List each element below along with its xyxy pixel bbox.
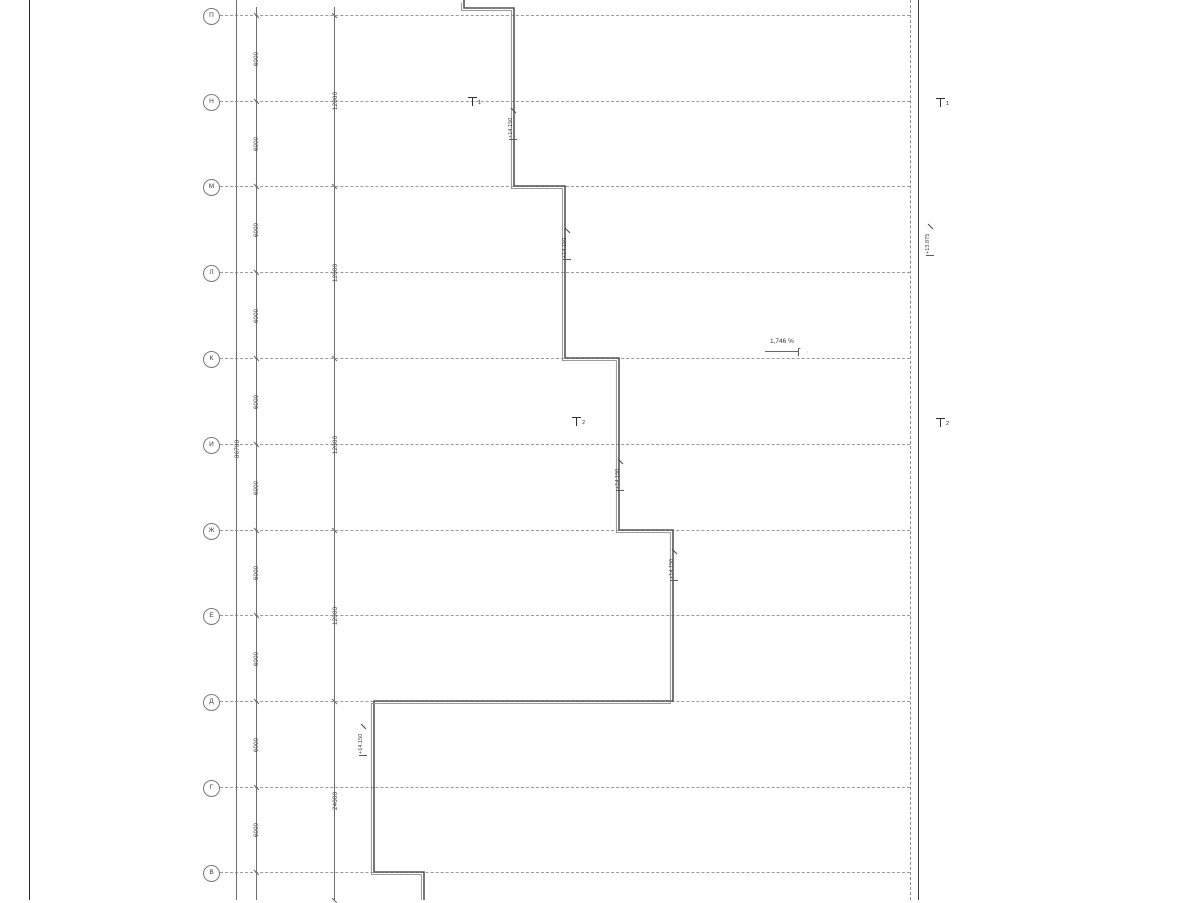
dim-value-outer-chain-12000-1: 12000 bbox=[332, 263, 339, 282]
elevation-underline bbox=[926, 255, 934, 256]
section-stem-icon bbox=[576, 417, 577, 426]
elevation-arrow-icon bbox=[510, 107, 517, 114]
section-stem-icon bbox=[940, 418, 941, 427]
axis-label: Л bbox=[209, 268, 214, 276]
axis-label: П bbox=[209, 11, 214, 19]
slope-value: 1,746 % bbox=[770, 338, 794, 345]
axis-bubble-g[interactable]: Г bbox=[203, 779, 220, 797]
elevation-underline bbox=[616, 490, 624, 491]
elevation-mark-e1: +14.150 bbox=[508, 117, 514, 138]
elevation-arrow-icon bbox=[617, 458, 624, 465]
axis-line-zh bbox=[220, 530, 910, 531]
axis-label: И bbox=[209, 440, 214, 448]
slope-arrow-icon bbox=[798, 347, 808, 357]
sheet-border-line bbox=[29, 0, 30, 900]
axis-bubble-l[interactable]: Л bbox=[203, 264, 220, 282]
axis-bubble-k[interactable]: К bbox=[203, 350, 220, 368]
dim-value-outer-chain-12000-2: 12000 bbox=[332, 435, 339, 454]
dim-tick bbox=[331, 897, 337, 903]
dim-value-outer-chain-12000-4: 24000 bbox=[332, 791, 339, 810]
axis-bubble-m[interactable]: М bbox=[203, 178, 220, 196]
right-solid-reference-line bbox=[918, 0, 919, 900]
elevation-underline bbox=[359, 755, 367, 756]
axis-line-v bbox=[220, 872, 910, 873]
dim-value-inner-chain-6000-5: 6000 bbox=[254, 480, 260, 495]
dim-value-outer-chain-12000-0: 12000 bbox=[332, 91, 339, 110]
elevation-underline bbox=[670, 580, 678, 581]
axis-bubble-n[interactable]: Н bbox=[203, 93, 220, 111]
section-stem-icon bbox=[472, 97, 473, 106]
axis-bubble-i[interactable]: И bbox=[203, 436, 220, 454]
axis-bubble-d[interactable]: Д bbox=[203, 693, 220, 711]
dim-value-inner-chain-6000-3: 6000 bbox=[254, 308, 260, 323]
axis-line-i bbox=[220, 444, 910, 445]
axis-line-n bbox=[220, 101, 910, 102]
dim-value-inner-chain-6000-4: 6000 bbox=[254, 394, 260, 409]
dim-value-inner-chain-6000-9: 6000 bbox=[254, 822, 260, 838]
dim-value-inner-chain-6000-1: 6000 bbox=[254, 136, 260, 152]
elevation-underline bbox=[563, 259, 571, 260]
section-number: 1 bbox=[478, 99, 482, 106]
elevation-arrow-icon bbox=[671, 548, 678, 555]
axis-bubble-v[interactable]: В bbox=[203, 864, 220, 882]
right-dashed-reference-line bbox=[910, 0, 911, 900]
slope-leader-line bbox=[765, 351, 798, 352]
dim-value-inner-chain-6000-2: 6000 bbox=[254, 222, 260, 237]
dim-chain-line-outer-chain-12000 bbox=[334, 7, 335, 900]
axis-label: Д bbox=[209, 697, 214, 705]
axis-line-g bbox=[220, 787, 910, 788]
elevation-mark-e2: +14.150 bbox=[562, 237, 568, 258]
axis-label: К bbox=[209, 354, 214, 362]
axis-bubble-p[interactable]: П bbox=[203, 7, 220, 25]
dim-total-value: 86700 bbox=[234, 439, 241, 458]
section-number: 1 bbox=[946, 100, 950, 107]
elevation-arrow-icon bbox=[927, 223, 934, 230]
axis-line-d bbox=[220, 701, 910, 702]
axis-line-l bbox=[220, 272, 910, 273]
elevation-underline bbox=[509, 139, 517, 140]
axis-bubble-e[interactable]: Е bbox=[203, 607, 220, 625]
elevation-mark-e6: +13.875 bbox=[925, 233, 931, 254]
dim-value-inner-chain-6000-6: 6000 bbox=[254, 565, 260, 581]
dim-value-outer-chain-12000-3: 12000 bbox=[332, 606, 339, 625]
elevation-arrow-icon bbox=[564, 227, 571, 234]
dim-value-inner-chain-6000-8: 6000 bbox=[254, 737, 260, 752]
axis-label: М bbox=[208, 182, 215, 190]
axis-line-k bbox=[220, 358, 910, 359]
section-number: 2 bbox=[582, 419, 586, 426]
axis-line-p bbox=[220, 15, 910, 16]
elevation-mark-e5: +14.150 bbox=[358, 733, 364, 754]
elevation-mark-e3: +14.150 bbox=[615, 468, 621, 489]
axis-label: Г bbox=[209, 783, 214, 791]
section-stem-icon bbox=[940, 98, 941, 107]
section-number: 2 bbox=[946, 420, 950, 427]
dim-value-inner-chain-6000-7: 6000 bbox=[254, 651, 260, 666]
axis-label: Ж bbox=[208, 526, 215, 534]
axis-line-m bbox=[220, 186, 910, 187]
dim-chain-line-inner-chain-6000 bbox=[256, 7, 257, 900]
elevation-mark-e4: +14.150 bbox=[669, 558, 675, 579]
axis-label: Е bbox=[209, 611, 214, 619]
axis-label: В bbox=[209, 868, 214, 876]
dim-value-inner-chain-6000-0: 6000 bbox=[254, 51, 260, 66]
elevation-arrow-icon bbox=[360, 723, 367, 730]
axis-bubble-zh[interactable]: Ж bbox=[203, 522, 220, 540]
dim-chain-line-overall-chain bbox=[236, 0, 237, 900]
axis-label: Н bbox=[209, 97, 214, 105]
axis-line-e bbox=[220, 615, 910, 616]
